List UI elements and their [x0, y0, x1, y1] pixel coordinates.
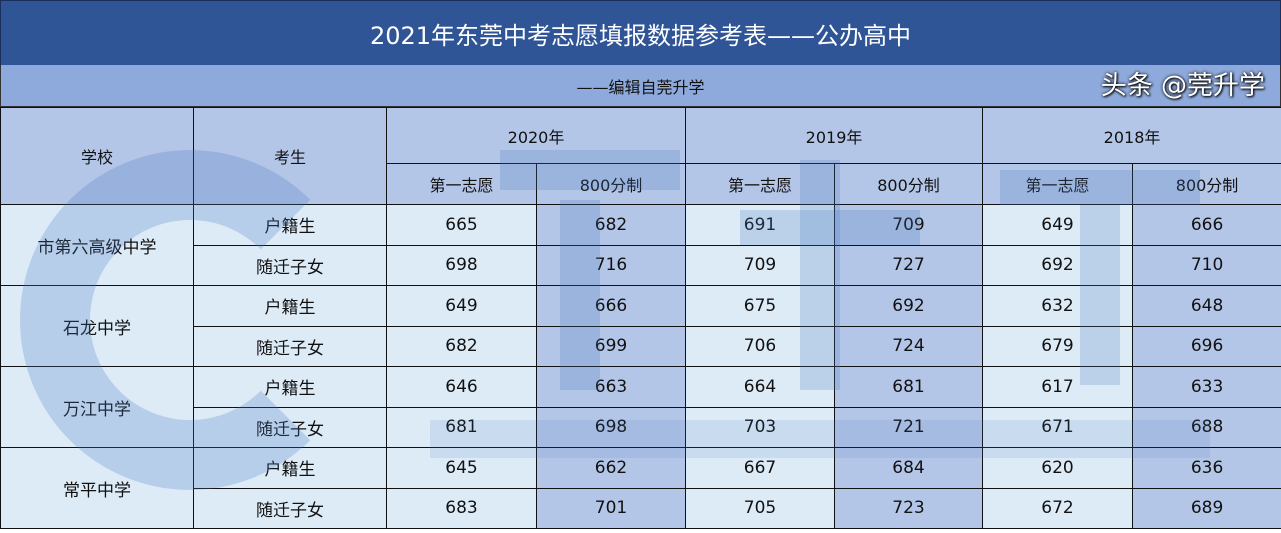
score-800: 709 — [834, 204, 984, 246]
header-800-scale: 800分制 — [834, 163, 984, 205]
score-first-choice: 665 — [386, 204, 537, 246]
score-800: 648 — [1132, 285, 1281, 327]
table-row: 随迁子女 682 699 706 724 679 696 — [1, 325, 1281, 367]
header-year: 2020年 — [385, 107, 687, 164]
score-800: 689 — [1132, 487, 1281, 529]
page-title: 2021年东莞中考志愿填报数据参考表——公办高中 — [0, 0, 1281, 66]
score-800: 723 — [834, 487, 984, 529]
school-name: 万江中学 — [0, 366, 194, 448]
header-year: 2019年 — [685, 107, 984, 164]
score-800: 699 — [535, 325, 687, 367]
score-800: 698 — [535, 406, 687, 448]
score-800: 701 — [535, 487, 687, 529]
table-row: 常平中学 户籍生 645 662 667 684 620 636 — [0, 447, 1281, 529]
school-name: 常平中学 — [0, 447, 194, 529]
score-table: 学校 考生 2020年 2019年 2018年 第一志愿 800分制 第一志愿 … — [0, 107, 1281, 529]
score-800: 684 — [834, 447, 984, 489]
header-student: 考生 — [193, 107, 387, 205]
score-first-choice: 703 — [685, 406, 836, 448]
score-first-choice: 664 — [685, 366, 836, 408]
score-800: 727 — [834, 244, 984, 286]
score-800: 681 — [834, 366, 984, 408]
student-type: 户籍生 — [193, 285, 387, 327]
score-first-choice: 620 — [982, 447, 1134, 489]
score-first-choice: 692 — [982, 244, 1134, 286]
score-first-choice: 649 — [386, 285, 537, 327]
score-first-choice: 632 — [982, 285, 1134, 327]
score-first-choice: 667 — [685, 447, 836, 489]
student-type: 户籍生 — [193, 447, 387, 489]
score-first-choice: 698 — [386, 244, 537, 286]
score-first-choice: 682 — [386, 325, 537, 367]
subtitle: ——编辑自莞升学 — [0, 65, 1281, 107]
student-type: 随迁子女 — [193, 487, 387, 529]
header-year: 2018年 — [982, 107, 1281, 164]
score-800: 692 — [834, 285, 984, 327]
student-type: 随迁子女 — [193, 325, 387, 367]
header-800-scale: 800分制 — [1132, 163, 1281, 205]
table-row: 万江中学 户籍生 646 663 664 681 617 633 — [0, 366, 1281, 448]
table-row: 石龙中学 户籍生 649 666 675 692 632 648 — [0, 285, 1281, 367]
score-first-choice: 709 — [685, 244, 836, 286]
header-800-scale: 800分制 — [535, 163, 687, 205]
score-800: 636 — [1132, 447, 1281, 489]
score-800: 688 — [1132, 406, 1281, 448]
header-first-choice: 第一志愿 — [386, 163, 537, 205]
school-name: 石龙中学 — [0, 285, 194, 367]
header-first-choice: 第一志愿 — [982, 163, 1134, 205]
score-first-choice: 646 — [386, 366, 537, 408]
score-first-choice: 675 — [685, 285, 836, 327]
score-first-choice: 671 — [982, 406, 1134, 448]
score-first-choice: 683 — [386, 487, 537, 529]
score-800: 663 — [535, 366, 687, 408]
header-first-choice: 第一志愿 — [685, 163, 836, 205]
table-row: 随迁子女 681 698 703 721 671 688 — [1, 406, 1281, 448]
score-800: 724 — [834, 325, 984, 367]
score-800: 666 — [1132, 204, 1281, 246]
credit-overlay: 头条 @莞升学 — [1100, 71, 1265, 101]
table-row: 随迁子女 683 701 705 723 672 689 — [1, 487, 1281, 529]
score-800: 721 — [834, 406, 984, 448]
student-type: 户籍生 — [193, 366, 387, 408]
header-school: 学校 — [0, 107, 194, 205]
student-type: 随迁子女 — [193, 244, 387, 286]
score-first-choice: 681 — [386, 406, 537, 448]
student-type: 随迁子女 — [193, 406, 387, 448]
score-first-choice: 649 — [982, 204, 1134, 246]
score-first-choice: 691 — [685, 204, 836, 246]
score-800: 666 — [535, 285, 687, 327]
score-first-choice: 706 — [685, 325, 836, 367]
score-first-choice: 705 — [685, 487, 836, 529]
score-800: 682 — [535, 204, 687, 246]
score-800: 716 — [535, 244, 687, 286]
table-row: 市第六高级中学 户籍生 665 682 691 709 649 666 — [0, 204, 1281, 286]
score-800: 710 — [1132, 244, 1281, 286]
score-800: 662 — [535, 447, 687, 489]
score-first-choice: 617 — [982, 366, 1134, 408]
score-first-choice: 679 — [982, 325, 1134, 367]
table-row: 随迁子女 698 716 709 727 692 710 — [1, 244, 1281, 286]
score-800: 696 — [1132, 325, 1281, 367]
school-name: 市第六高级中学 — [0, 204, 194, 286]
student-type: 户籍生 — [193, 204, 387, 246]
score-first-choice: 672 — [982, 487, 1134, 529]
score-800: 633 — [1132, 366, 1281, 408]
score-first-choice: 645 — [386, 447, 537, 489]
